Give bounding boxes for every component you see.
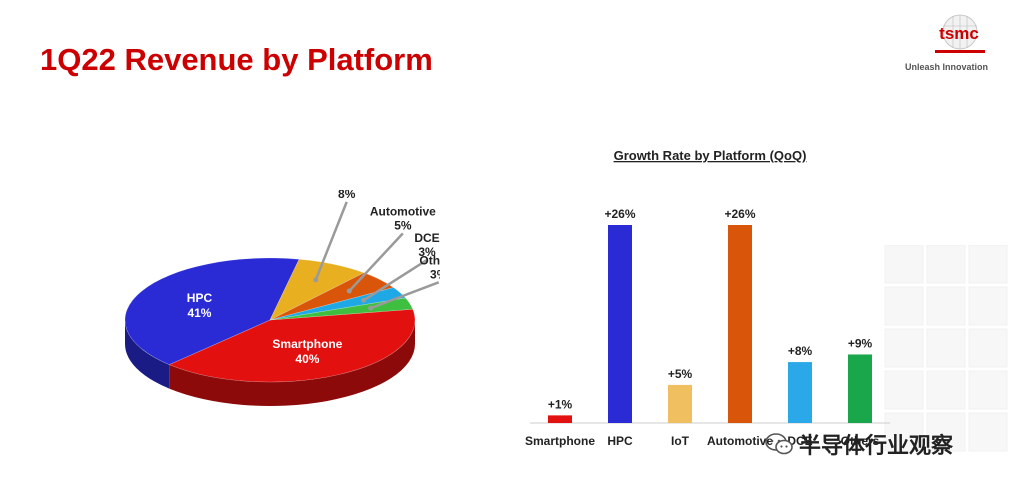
pie-leader-tip-iot [313,277,319,283]
bar-value-hpc: +26% [604,207,635,221]
background-grid-decoration [884,245,1008,452]
pie-labels: Smartphone40%HPC41%IoT8%Automotive5%DCE3… [187,190,440,366]
bar-automotive [728,225,752,423]
pie-leader-iot [314,201,348,281]
bar-value-automotive: +26% [724,207,755,221]
pie-value-hpc: 41% [187,306,211,320]
bar-category-automotive: Automotive [707,434,773,448]
pie-label-hpc: HPC [187,291,213,305]
bar-value-dce: +8% [788,344,813,358]
bar-category-hpc: HPC [607,434,633,448]
pie-side-hpc [125,320,170,389]
logo-text: tsmc [939,24,979,43]
wechat-icon [765,433,793,455]
pie-slice-iot [269,258,365,321]
pie-side-smartphone [169,320,415,406]
bar-value-others: +9% [848,336,873,350]
tsmc-logo: tsmc [935,14,985,53]
logo-tagline: Unleash Innovation [905,62,989,72]
pie-leader-dce [363,258,428,302]
bar-category-others: Others [841,434,880,448]
pie-slice-automotive [269,272,395,321]
pie-label-others: Others [419,253,440,267]
pie-slice-smartphone [168,308,416,383]
pie-leader-tip-others [368,305,374,311]
bar-smartphone [548,415,572,423]
bar-category-smartphone: Smartphone [525,434,595,448]
pie-label-smartphone: Smartphone [272,337,342,351]
pie-value-iot: 8% [338,190,356,201]
page-title: 1Q22 Revenue by Platform [40,42,433,77]
pie-slices [124,257,416,383]
bar-dce [788,362,812,423]
bar-category-dce: DCE [787,434,812,448]
bar-others [848,354,872,423]
pie-value-others: 3% [430,267,440,281]
pie-slice-others [269,297,414,321]
bar-value-smartphone: +1% [548,397,573,411]
bar-iot [668,384,692,423]
bar-category-iot: IoT [671,434,690,448]
pie-value-smartphone: 40% [295,352,319,366]
pie-label-dce: DCE [414,231,439,245]
pie-value-automotive: 5% [394,218,412,232]
pie-label-automotive: Automotive [370,204,436,218]
pie-leader-others [370,281,440,310]
bar-hpc [608,225,632,423]
pie-leader-tip-dce [361,297,367,303]
bar-chart-title: Growth Rate by Platform (QoQ) [614,148,807,163]
watermark-text: 半导体行业观察 [799,433,954,458]
pie-slice-hpc [124,257,300,365]
revenue-pie-chart: Smartphone40%HPC41%IoT8%Automotive5%DCE3… [124,190,440,406]
pie-leader-tip-automotive [346,288,352,294]
growth-rate-bar-chart: Growth Rate by Platform (QoQ) +1% Smartpho… [525,148,890,448]
bar-value-iot: +5% [668,367,693,381]
pie-value-dce: 3% [418,245,436,259]
pie-leader-automotive [348,232,404,292]
watermark: 半导体行业观察 [765,428,953,460]
pie-side-walls [125,320,415,406]
